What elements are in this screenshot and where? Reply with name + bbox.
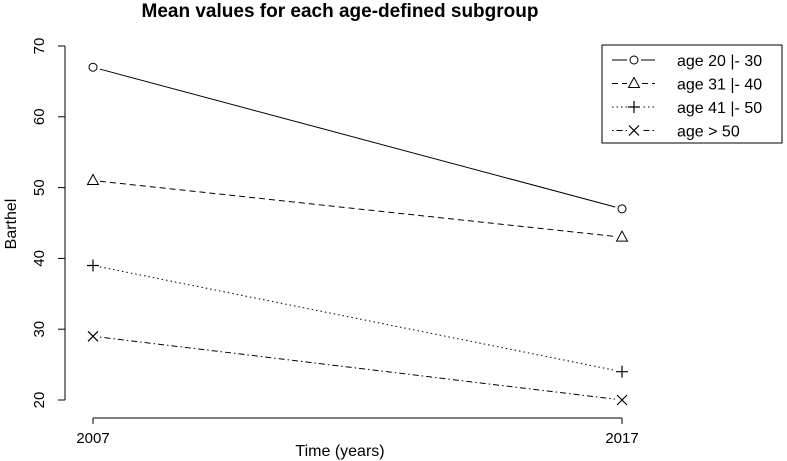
axes: 20 30 40 50 60 70 2007 2017 [31,38,639,447]
legend-item: age 20 |- 30 [612,53,762,70]
data-point [88,62,98,72]
y-tick-label: 20 [31,392,48,409]
y-tick-label: 40 [31,250,48,267]
chart-title: Mean values for each age-defined subgrou… [142,1,539,22]
data-point [617,204,627,214]
y-tick-label: 50 [31,179,48,196]
y-tick-label: 60 [31,108,48,125]
legend-marker [627,76,641,88]
legend-label: age > 50 [677,124,740,141]
data-point [616,394,628,406]
series-layer [86,62,629,406]
data-point [87,330,99,342]
legend: age 20 |- 30 age 31 |- 40 age 41 |- 50 age … [601,44,783,144]
series-line [99,180,616,237]
data-point [87,259,99,272]
legend-item: age > 50 [612,123,740,141]
legend-marker-bg [627,53,641,67]
legend-label: age 41 |- 50 [677,100,762,117]
legend-marker [628,125,640,136]
legend-item: age 41 |- 50 [612,100,762,117]
series-line [99,336,616,400]
legend-marker [629,55,639,65]
x-tick-label: 2007 [76,430,109,447]
y-axis-label: Barthel [3,199,20,250]
series-1 [88,62,627,214]
legend-marker-bg [627,76,641,91]
data-point [86,173,100,186]
legend-item: age 31 |- 40 [612,76,762,94]
series-3 [87,259,628,378]
series-2 [86,173,629,242]
series-line [99,266,616,371]
y-tick-label: 70 [31,38,48,55]
data-point [616,365,628,378]
legend-label: age 31 |- 40 [677,77,762,94]
legend-marker [628,101,640,113]
y-tick-label: 30 [31,321,48,338]
series-line [99,68,616,208]
data-point [615,230,629,242]
legend-label: age 20 |- 30 [677,53,762,70]
series-4 [87,330,628,406]
x-tick-label: 2017 [605,430,638,447]
x-axis-label: Time (years) [295,443,384,460]
